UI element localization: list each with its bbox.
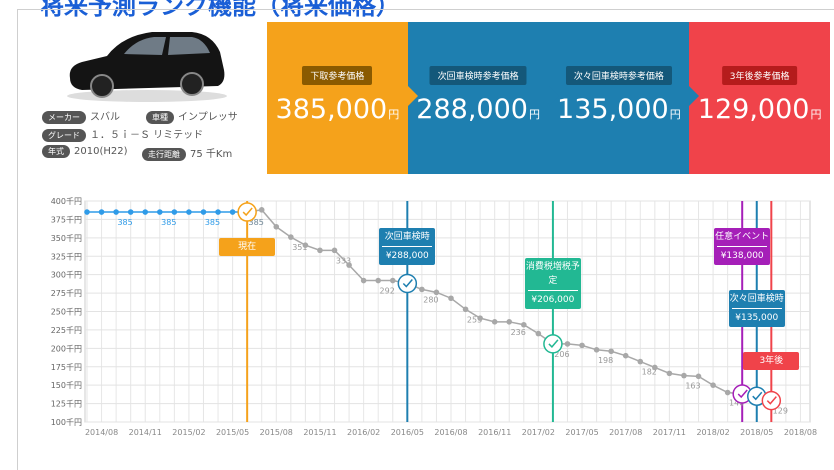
price-label: 次々回車検時参考価格 [566,66,672,85]
event-price: ¥138,000 [717,246,767,263]
event-callout: 3年後 [743,352,799,370]
chevron [549,86,559,106]
chevron [689,86,699,106]
price-unit: 円 [810,108,821,121]
event-price: ¥288,000 [382,246,432,263]
spec-value: インプレッサ [178,112,238,123]
event-price: ¥135,000 [732,308,782,325]
price-label: 次回車検時参考価格 [430,66,527,85]
price-box: 下取参考価格 385,000円 [267,22,408,174]
spec-value: 75 千Km [190,149,232,160]
spec-value: １．５ｉ－Ｓ リミテッド [90,130,203,141]
spec-item: 車種インプレッサ [146,108,238,124]
price-amount: 288,000 [416,94,528,125]
price-amount-row: 288,000円 [408,94,549,125]
price-amount-row: 135,000円 [549,94,690,125]
event-name: 現在 [219,240,275,254]
spec-label: 車種 [146,111,174,124]
price-unit: 円 [670,108,681,121]
price-amount: 129,000 [698,94,810,125]
spec-item: 走行距離 75 千Km [142,145,232,161]
price-box: 3年後参考価格 129,000円 [689,22,830,174]
price-label: 下取参考価格 [302,66,372,85]
event-name: 次々回車検時 [729,292,785,306]
event-name: 消費税増税予定 [525,260,581,288]
price-label: 3年後参考価格 [722,66,798,85]
event-name: 任意イベント [714,230,770,244]
event-callout: 現在 [219,238,275,256]
event-callout: 消費税増税予定 ¥206,000 [525,258,581,309]
price-amount: 135,000 [557,94,669,125]
price-amount-row: 385,000円 [267,94,408,125]
chevron [408,86,418,106]
spec-value: 2010(H22) [74,146,128,157]
page: {"header":{"title":"将来予測ランク機能（将来価格）"}, "… [0,0,834,449]
spec-item: 年式 2010(H22) [42,145,128,158]
event-callout: 次々回車検時 ¥135,000 [729,290,785,327]
spec-item: メーカースバル [42,108,120,124]
spec-label: 年式 [42,145,70,158]
price-amount-row: 129,000円 [689,94,830,125]
price-unit: 円 [529,108,540,121]
event-callout: 任意イベント ¥138,000 [714,228,770,265]
price-amount: 385,000 [276,94,388,125]
event-name: 3年後 [743,354,799,368]
spec-label: グレード [42,129,86,142]
event-name: 次回車検時 [379,230,435,244]
price-box: 次々回車検時参考価格 135,000円 [549,22,690,174]
event-price: ¥206,000 [528,290,578,307]
event-callout: 次回車検時 ¥288,000 [379,228,435,265]
spec-item: グレード １．５ｉ－Ｓ リミテッド [42,126,203,142]
car-image [62,26,232,104]
price-box: 次回車検時参考価格 288,000円 [408,22,549,174]
price-panel: 下取参考価格385,000円次回車検時参考価格288,000円次々回車検時参考価… [267,22,830,174]
spec-label: 走行距離 [142,148,186,161]
spec-label: メーカー [42,111,86,124]
spec-value: スバル [90,112,120,123]
price-unit: 円 [388,108,399,121]
